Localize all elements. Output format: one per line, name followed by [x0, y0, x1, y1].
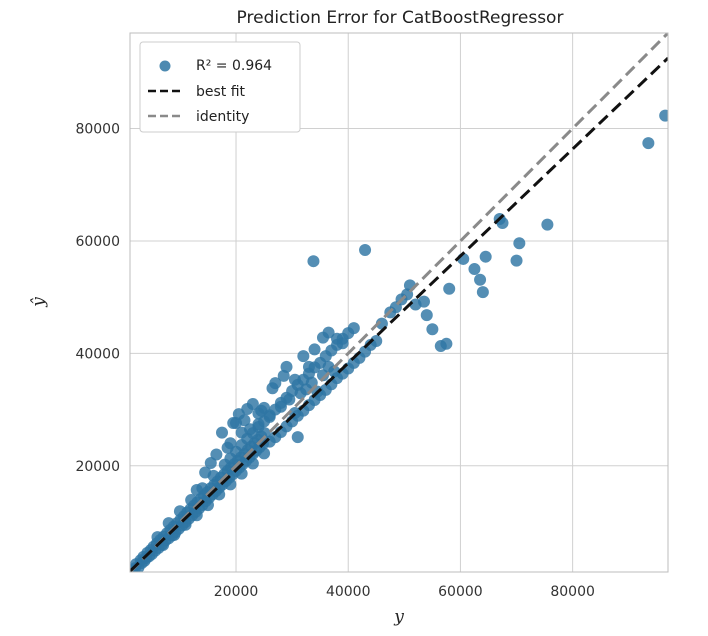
data-point — [269, 377, 282, 390]
legend-points-marker — [159, 60, 171, 72]
data-point — [216, 426, 229, 439]
data-point — [173, 505, 186, 518]
data-point — [204, 456, 217, 469]
data-point — [199, 466, 212, 479]
data-point — [283, 393, 296, 406]
data-point — [513, 237, 526, 250]
data-point — [541, 218, 554, 231]
x-tick-label: 80000 — [550, 584, 595, 600]
data-point — [440, 337, 453, 350]
x-tick-label: 20000 — [214, 584, 259, 600]
data-point — [479, 250, 492, 263]
legend-r2-prefix: R² = — [196, 58, 232, 74]
data-point — [288, 373, 301, 386]
data-point — [336, 337, 349, 350]
data-point — [238, 414, 251, 427]
data-point — [221, 441, 234, 454]
best-fit-line — [130, 56, 668, 572]
data-point — [190, 509, 203, 522]
data-point — [476, 286, 489, 299]
legend-r2-value: 0.964 — [232, 58, 272, 74]
data-point — [263, 410, 276, 423]
data-point — [190, 483, 203, 496]
chart-title: Prediction Error for CatBoostRegressor — [237, 8, 564, 28]
legend-r2-text: R² = 0.964 — [196, 58, 272, 74]
y-tick-label: 80000 — [75, 122, 120, 138]
data-point — [347, 322, 360, 335]
y-tick-label: 60000 — [75, 234, 120, 250]
data-point — [246, 457, 259, 470]
data-point — [316, 369, 329, 382]
legend-identity-label: identity — [196, 109, 249, 125]
y-tick-label: 20000 — [75, 459, 120, 475]
data-point — [443, 282, 456, 295]
tick-labels: 20000 40000 60000 80000 20000 40000 60000 80000 — [75, 122, 594, 600]
identity-line — [130, 33, 668, 572]
data-point — [274, 400, 287, 413]
data-point — [210, 448, 223, 461]
data-point — [162, 517, 175, 530]
legend: R² = 0.964 best fit identity — [139, 41, 301, 133]
data-point — [297, 350, 310, 363]
data-point — [510, 254, 523, 267]
data-point — [370, 335, 383, 347]
x-axis-label: y — [393, 607, 404, 627]
data-point — [474, 273, 487, 286]
data-point — [420, 309, 433, 322]
data-point — [235, 467, 248, 480]
x-tick-label: 40000 — [326, 584, 371, 600]
data-point — [213, 488, 226, 501]
legend-best-fit-label: best fit — [196, 84, 246, 100]
data-point — [426, 323, 439, 336]
y-tick-label: 40000 — [75, 346, 120, 362]
fit-lines — [130, 33, 668, 572]
scatter-points — [130, 109, 668, 572]
plot-frame — [129, 32, 669, 573]
data-point — [252, 418, 265, 431]
data-point — [291, 431, 304, 444]
data-point — [359, 243, 372, 256]
legend-box — [139, 41, 301, 133]
data-point — [642, 137, 655, 150]
data-point — [255, 404, 268, 417]
data-point — [328, 365, 341, 378]
data-point — [322, 326, 335, 339]
data-point — [659, 109, 668, 122]
data-point — [468, 263, 481, 276]
data-point — [201, 499, 214, 512]
data-point — [417, 295, 430, 308]
data-point — [307, 255, 320, 268]
data-point — [280, 360, 293, 373]
x-tick-label: 60000 — [438, 584, 483, 600]
data-point — [185, 494, 198, 507]
data-point — [224, 478, 237, 491]
data-point — [302, 360, 315, 373]
data-point — [308, 343, 321, 356]
y-axis-label: ŷ — [29, 297, 49, 308]
data-point — [258, 447, 271, 460]
